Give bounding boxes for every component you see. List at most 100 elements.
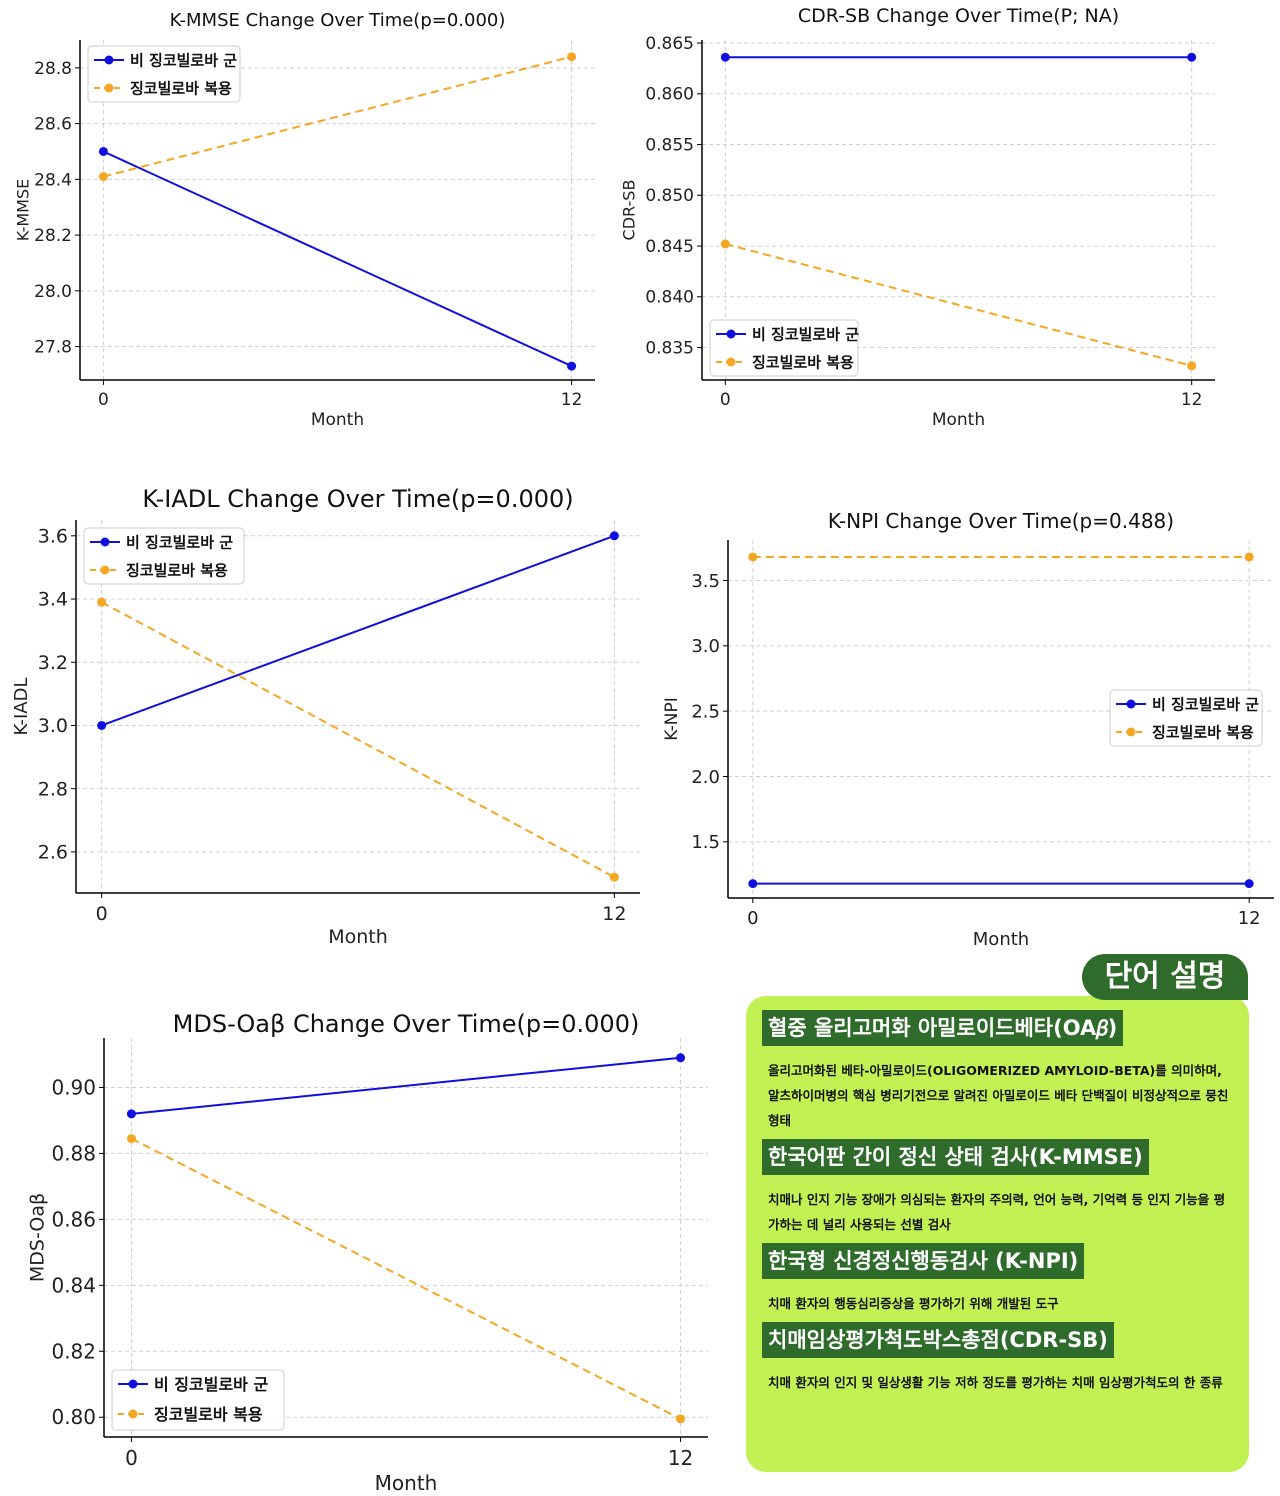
x-tick-label: 0 bbox=[720, 390, 731, 410]
y-tick-label: 28.4 bbox=[34, 170, 72, 190]
legend-box bbox=[83, 527, 245, 585]
series-line-non-ginkgo bbox=[101, 534, 615, 727]
glossary-term: 한국어판 간이 정신 상태 검사(K-MMSE) bbox=[762, 1139, 1149, 1175]
chart-title: K-NPI Change Over Time(p=0.488) bbox=[828, 509, 1174, 533]
legend-box bbox=[111, 1369, 285, 1431]
y-tick-label: 3.0 bbox=[38, 715, 68, 737]
legend-box bbox=[1109, 689, 1263, 747]
y-tick-label: 2.0 bbox=[691, 767, 720, 788]
data-point-non-ginkgo bbox=[1244, 879, 1254, 889]
x-tick-label: 12 bbox=[1181, 390, 1203, 410]
x-axis-label: Month bbox=[328, 926, 388, 948]
y-axis-label: MDS-Oaβ bbox=[27, 1193, 49, 1282]
legend-label: 비 징코빌로바 군 bbox=[1152, 695, 1259, 713]
legend-marker bbox=[104, 83, 114, 93]
y-tick-label: 0.855 bbox=[645, 135, 694, 155]
data-point-ginkgo bbox=[748, 552, 758, 562]
y-axis-label: CDR-SB bbox=[620, 180, 639, 241]
data-point-non-ginkgo bbox=[720, 52, 730, 62]
y-tick-label: 2.6 bbox=[38, 842, 68, 864]
data-point-ginkgo bbox=[676, 1414, 686, 1424]
data-point-ginkgo bbox=[567, 52, 577, 62]
y-tick-label: 3.0 bbox=[691, 636, 720, 657]
y-tick-label: 3.6 bbox=[38, 525, 68, 547]
legend-label: 징코빌로바 복용 bbox=[130, 79, 232, 97]
data-point-ginkgo bbox=[1244, 552, 1254, 562]
y-tick-label: 0.860 bbox=[645, 85, 694, 105]
x-axis-label: Month bbox=[932, 410, 985, 430]
data-point-non-ginkgo bbox=[97, 720, 107, 730]
glossary-desc: 치매나 인지 기능 장애가 의심되는 환자의 주의력, 언어 능력, 기억력 등… bbox=[768, 1192, 1226, 1232]
y-tick-label: 0.82 bbox=[51, 1339, 96, 1363]
series-line-ginkgo bbox=[725, 243, 1192, 367]
glossary-term: 치매임상평가척도박스총점(CDR-SB) bbox=[762, 1322, 1114, 1358]
y-tick-label: 3.2 bbox=[38, 652, 68, 674]
glossary-desc: 치매 환자의 인지 및 일상생활 기능 저하 정도를 평가하는 치매 임상평가척… bbox=[768, 1375, 1223, 1390]
mds-oab-chart: 0.80 0.82 0.84 0.86 0.88 0.90 0 12 MDS-Oaβ Chang… bbox=[27, 1010, 708, 1495]
legend-marker bbox=[1126, 727, 1136, 737]
chart-title: K-MMSE Change Over Time(p=0.000) bbox=[170, 10, 506, 31]
y-tick-label: 3.4 bbox=[38, 589, 68, 611]
glossary-item: 치매임상평가척도박스총점(CDR-SB) 치매 환자의 인지 및 일상생활 기능… bbox=[762, 1322, 1233, 1395]
glossary-panel: 혈중 올리고머화 아밀로이드베타(OA𝛽) 올리고머화된 베타-아밀로이드(OL… bbox=[746, 996, 1249, 1472]
chart-title: K-IADL Change Over Time(p=0.000) bbox=[142, 485, 573, 513]
data-point-non-ginkgo bbox=[748, 879, 758, 889]
y-tick-label: 0.850 bbox=[645, 186, 694, 206]
y-tick-label: 0.84 bbox=[51, 1273, 96, 1297]
y-tick-label: 27.8 bbox=[34, 338, 72, 358]
legend-marker bbox=[128, 1409, 138, 1419]
legend-marker bbox=[726, 329, 736, 339]
legend-label: 비 징코빌로바 군 bbox=[154, 1375, 268, 1394]
series-line-ginkgo bbox=[130, 1137, 682, 1420]
x-axis-label: Month bbox=[973, 929, 1029, 950]
legend-label: 징코빌로바 복용 bbox=[154, 1405, 263, 1424]
series-line-ginkgo bbox=[103, 55, 572, 178]
cdrsb-chart: 0.835 0.840 0.845 0.850 0.855 0.860 0.865 0 12 CD… bbox=[620, 5, 1215, 430]
knpi-chart: 1.5 2.0 2.5 3.0 3.5 0 12 K-NPI Change Over Time… bbox=[662, 509, 1274, 950]
x-axis-label: Month bbox=[375, 1471, 438, 1495]
x-tick-label: 0 bbox=[98, 390, 109, 410]
legend-label: 징코빌로바 복용 bbox=[126, 561, 228, 579]
data-point-non-ginkgo bbox=[609, 531, 619, 541]
y-tick-label: 0.80 bbox=[51, 1405, 96, 1429]
glossary-term: 한국형 신경정신행동검사 (K-NPI) bbox=[762, 1243, 1085, 1279]
y-axis-label: K-IADL bbox=[11, 678, 32, 736]
legend-label: 징코빌로바 복용 bbox=[752, 353, 854, 371]
data-point-non-ginkgo bbox=[126, 1109, 136, 1119]
glossary-header: 단어 설명 bbox=[1082, 954, 1248, 1000]
x-tick-label: 0 bbox=[96, 903, 108, 925]
glossary-item: 한국형 신경정신행동검사 (K-NPI) 치매 환자의 행동심리증상을 평가하기… bbox=[762, 1243, 1233, 1316]
x-axis-label: Month bbox=[311, 410, 364, 430]
x-tick-label: 12 bbox=[1238, 908, 1261, 929]
y-tick-label: 0.835 bbox=[645, 338, 694, 358]
kiadl-chart: 2.6 2.8 3.0 3.2 3.4 3.6 0 12 K-IADL Change Over … bbox=[11, 485, 640, 948]
y-tick-label: 0.840 bbox=[645, 288, 694, 308]
x-tick-label: 0 bbox=[125, 1446, 138, 1470]
y-tick-label: 0.86 bbox=[51, 1207, 96, 1231]
data-point-non-ginkgo bbox=[567, 361, 577, 371]
series-line-non-ginkgo bbox=[102, 150, 573, 367]
legend-marker bbox=[104, 55, 114, 65]
data-point-non-ginkgo bbox=[98, 146, 108, 156]
data-point-ginkgo bbox=[126, 1134, 136, 1144]
legend-label: 징코빌로바 복용 bbox=[1152, 723, 1254, 741]
glossary-desc: 치매 환자의 행동심리증상을 평가하기 위해 개발된 도구 bbox=[768, 1296, 1059, 1311]
glossary-desc: 올리고머화된 베타-아밀로이드(OLIGOMERIZED AMYLOID-BET… bbox=[768, 1063, 1229, 1128]
chart-title: CDR-SB Change Over Time(P; NA) bbox=[798, 5, 1119, 27]
y-tick-label: 28.0 bbox=[34, 282, 72, 302]
y-tick-label: 28.8 bbox=[34, 59, 72, 79]
y-axis-label: K-NPI bbox=[662, 697, 682, 740]
data-point-ginkgo bbox=[98, 172, 108, 182]
kmmse-chart: 27.8 28.0 28.2 28.4 28.6 28.8 0 12 K-MMSE Change… bbox=[14, 10, 595, 430]
x-tick-label: 12 bbox=[561, 390, 583, 410]
legend-marker bbox=[100, 565, 110, 575]
y-tick-label: 28.6 bbox=[34, 115, 72, 135]
legend-marker bbox=[128, 1379, 138, 1389]
legend-box bbox=[709, 319, 859, 377]
legend-marker bbox=[726, 357, 736, 367]
y-tick-label: 2.5 bbox=[691, 701, 720, 722]
legend-marker bbox=[100, 537, 110, 547]
legend-label: 비 징코빌로바 군 bbox=[130, 51, 237, 69]
y-tick-label: 28.2 bbox=[34, 226, 72, 246]
y-tick-label: 0.865 bbox=[645, 34, 694, 54]
